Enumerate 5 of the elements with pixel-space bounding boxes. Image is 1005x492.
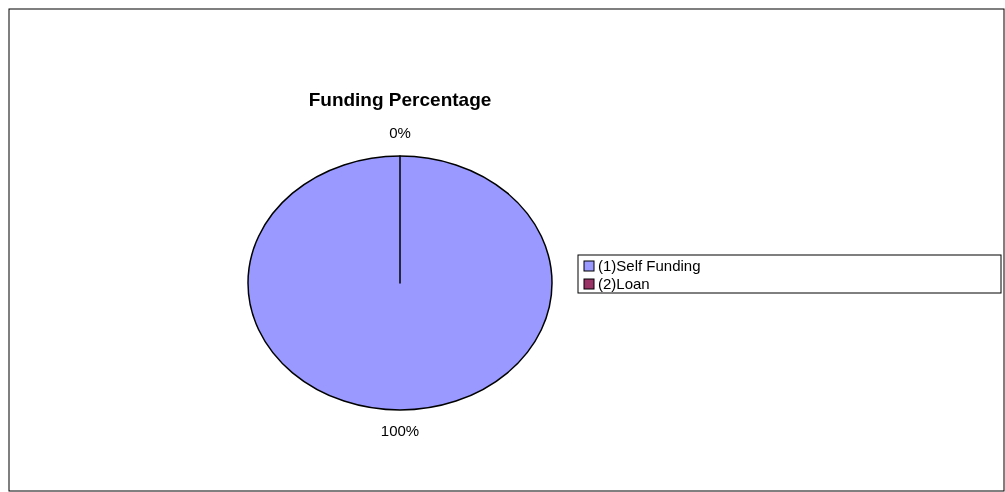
text: 0% [389,123,411,141]
legend-label: (2)Loan [598,275,650,292]
data-label: 100% [380,421,420,439]
legend-label: (1)Self Funding [598,257,701,274]
chart-title: Funding Percentage [308,89,492,110]
